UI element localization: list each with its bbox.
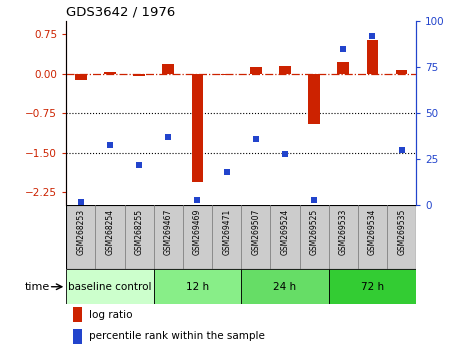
Point [77, 199, 85, 205]
Bar [154, 269, 241, 304]
Bar [73, 329, 82, 343]
Bar [299, 205, 329, 269]
Bar [329, 269, 416, 304]
Bar [250, 67, 262, 74]
Text: time: time [25, 282, 50, 292]
Text: log ratio: log ratio [89, 310, 132, 320]
Bar [192, 74, 203, 182]
Bar [104, 72, 116, 74]
Text: 24 h: 24 h [273, 282, 297, 292]
Bar [271, 205, 299, 269]
Bar [241, 269, 329, 304]
Bar [96, 205, 124, 269]
Point [369, 33, 377, 39]
Bar [73, 307, 82, 322]
Text: GSM269471: GSM269471 [222, 209, 231, 255]
Bar [163, 64, 174, 74]
Text: GSM269534: GSM269534 [368, 209, 377, 255]
Point [252, 136, 260, 142]
Text: 72 h: 72 h [361, 282, 384, 292]
Bar [329, 205, 358, 269]
Point [165, 135, 172, 140]
Text: 12 h: 12 h [186, 282, 209, 292]
Point [135, 162, 143, 168]
Text: GSM269525: GSM269525 [310, 209, 319, 255]
Point [398, 147, 405, 153]
Text: GDS3642 / 1976: GDS3642 / 1976 [66, 6, 175, 19]
Text: GSM269535: GSM269535 [397, 209, 406, 255]
Bar [396, 70, 407, 74]
Point [310, 197, 318, 202]
Bar [183, 205, 212, 269]
Bar [308, 74, 320, 124]
Bar [75, 74, 87, 80]
Bar [154, 205, 183, 269]
Bar [367, 40, 378, 74]
Point [223, 169, 230, 175]
Bar [124, 205, 154, 269]
Text: baseline control: baseline control [68, 282, 152, 292]
Bar [338, 62, 349, 74]
Text: percentile rank within the sample: percentile rank within the sample [89, 331, 265, 341]
Bar [133, 74, 145, 76]
Text: GSM269507: GSM269507 [251, 209, 260, 255]
Point [340, 46, 347, 52]
Bar [66, 205, 96, 269]
Bar [241, 205, 271, 269]
Bar [358, 205, 387, 269]
Bar [387, 205, 416, 269]
Bar [221, 74, 233, 75]
Point [194, 197, 201, 202]
Bar [66, 269, 154, 304]
Text: GSM269467: GSM269467 [164, 209, 173, 255]
Text: GSM269469: GSM269469 [193, 209, 202, 255]
Text: GSM268255: GSM268255 [135, 209, 144, 255]
Text: GSM268254: GSM268254 [105, 209, 114, 255]
Point [106, 142, 114, 147]
Point [281, 151, 289, 156]
Bar [212, 205, 241, 269]
Text: GSM268253: GSM268253 [76, 209, 85, 255]
Text: GSM269533: GSM269533 [339, 209, 348, 255]
Bar [279, 66, 291, 74]
Text: GSM269524: GSM269524 [280, 209, 289, 255]
